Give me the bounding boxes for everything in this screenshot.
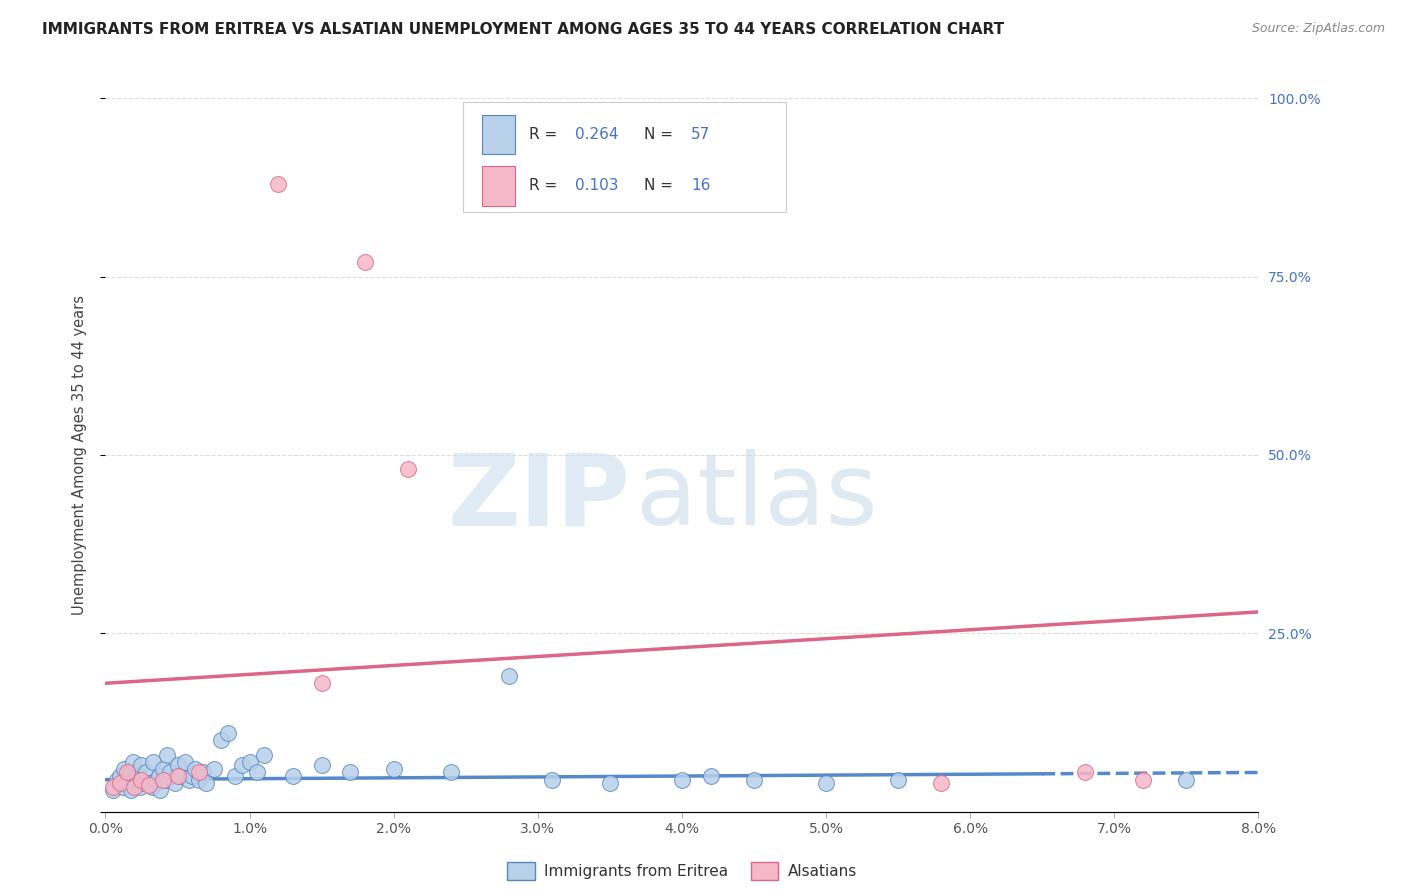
Point [131, 758, 153, 772]
Point [177, 772, 200, 787]
Point [141, 780, 163, 794]
Point [115, 765, 138, 780]
Point [127, 769, 149, 783]
Point [152, 762, 174, 776]
Point [138, 778, 160, 792]
Point [163, 776, 186, 790]
Point [145, 772, 167, 787]
Point [1175, 772, 1198, 787]
Point [217, 726, 239, 740]
Point [396, 462, 419, 476]
Point [202, 762, 225, 776]
Point [195, 776, 218, 790]
Point [931, 776, 953, 790]
Point [498, 669, 520, 683]
Bar [482, 166, 515, 205]
Text: atlas: atlas [636, 450, 877, 546]
Point [134, 776, 156, 790]
Point [142, 755, 165, 769]
Point [173, 755, 195, 769]
Point [124, 772, 146, 787]
Point [101, 780, 124, 794]
Text: 57: 57 [692, 127, 710, 142]
Point [541, 772, 564, 787]
Point [138, 776, 160, 790]
Text: 16: 16 [692, 178, 710, 194]
Point [815, 776, 838, 790]
Text: 0.103: 0.103 [575, 178, 619, 194]
Point [267, 177, 290, 191]
Point [184, 762, 207, 776]
Y-axis label: Unemployment Among Ages 35 to 44 years: Unemployment Among Ages 35 to 44 years [72, 295, 87, 615]
Point [166, 758, 188, 772]
Point [156, 747, 179, 762]
Point [188, 772, 211, 787]
Text: N =: N = [644, 127, 678, 142]
Point [108, 776, 131, 790]
Point [120, 783, 142, 797]
Point [671, 772, 693, 787]
Point [115, 776, 138, 790]
Point [209, 733, 232, 747]
Point [742, 772, 765, 787]
Point [121, 755, 143, 769]
Point [159, 765, 181, 780]
Point [152, 772, 174, 787]
Text: 0.264: 0.264 [575, 127, 619, 142]
Point [339, 765, 361, 780]
Text: N =: N = [644, 178, 678, 194]
Point [224, 769, 246, 783]
Text: R =: R = [529, 178, 561, 194]
Bar [482, 114, 515, 153]
Point [148, 769, 170, 783]
Point [181, 769, 204, 783]
Point [105, 772, 128, 787]
Point [149, 783, 172, 797]
Point [354, 255, 377, 269]
Point [311, 676, 333, 690]
Point [193, 765, 215, 780]
Text: IMMIGRANTS FROM ERITREA VS ALSATIAN UNEMPLOYMENT AMONG AGES 35 TO 44 YEARS CORRE: IMMIGRANTS FROM ERITREA VS ALSATIAN UNEM… [42, 22, 1004, 37]
FancyBboxPatch shape [463, 102, 786, 212]
Point [111, 780, 134, 794]
Point [124, 780, 146, 794]
Point [101, 783, 124, 797]
Point [887, 772, 910, 787]
Point [188, 765, 211, 780]
Point [118, 765, 141, 780]
Point [253, 747, 276, 762]
Point [700, 769, 723, 783]
Point [155, 772, 177, 787]
Point [440, 765, 463, 780]
Point [382, 762, 405, 776]
Legend: Immigrants from Eritrea, Alsatians: Immigrants from Eritrea, Alsatians [501, 856, 863, 886]
Point [246, 765, 269, 780]
Point [281, 769, 304, 783]
Point [1132, 772, 1154, 787]
Point [599, 776, 621, 790]
Point [311, 758, 333, 772]
Point [112, 762, 135, 776]
Point [1074, 765, 1097, 780]
Point [131, 772, 153, 787]
Point [239, 755, 262, 769]
Point [169, 769, 191, 783]
Text: ZIP: ZIP [447, 450, 630, 546]
Point [135, 765, 157, 780]
Point [108, 769, 131, 783]
Text: R =: R = [529, 127, 561, 142]
Point [231, 758, 253, 772]
Point [129, 780, 152, 794]
Text: Source: ZipAtlas.com: Source: ZipAtlas.com [1251, 22, 1385, 36]
Point [166, 769, 188, 783]
